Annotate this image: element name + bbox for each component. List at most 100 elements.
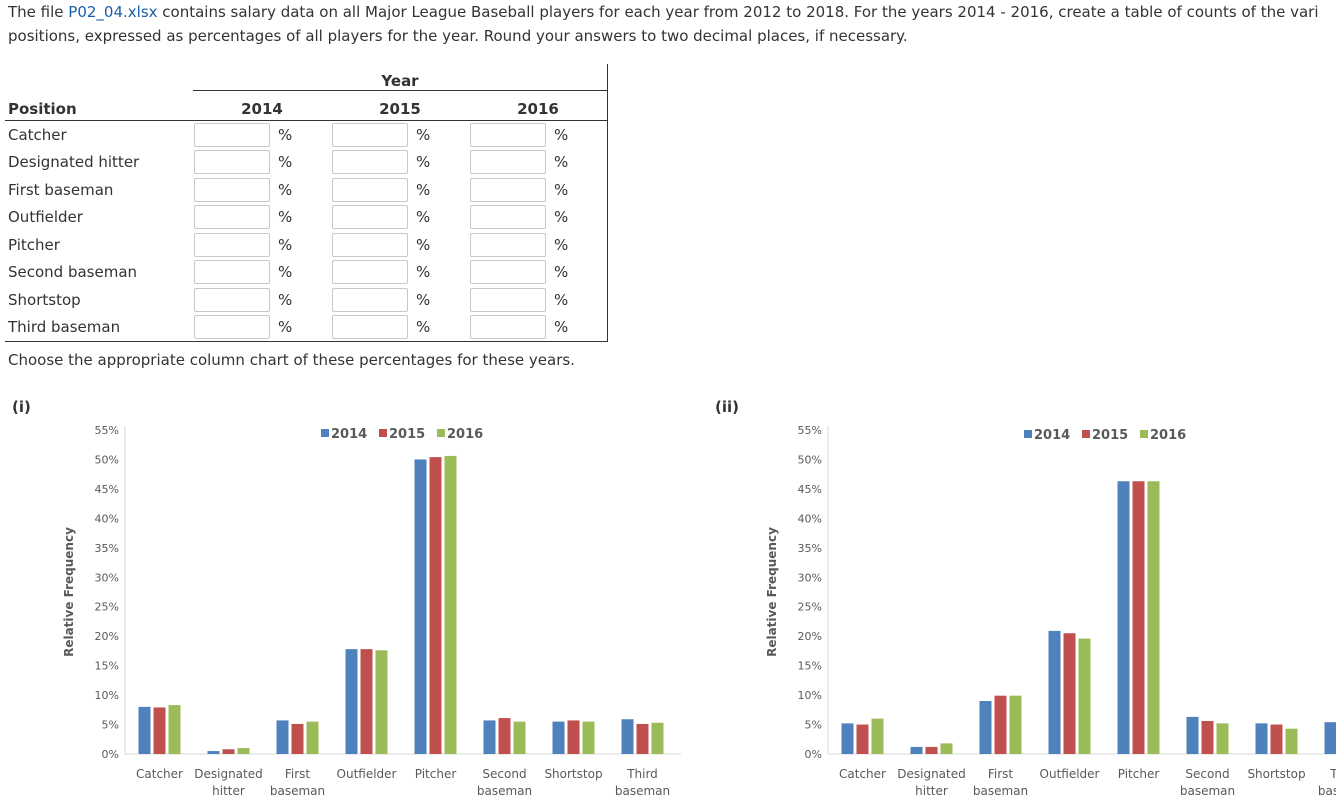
table-row: First baseman%%% [5,176,608,204]
percent-input-2015[interactable] [332,205,408,230]
bar-2016-3 [1078,638,1091,754]
percent-cell: % [469,286,608,314]
percent-sign: % [554,318,569,337]
percent-input-2016[interactable] [470,205,546,230]
percent-input-2015[interactable] [332,177,408,202]
percent-input-2015[interactable] [332,232,408,257]
x-tick-label: Designated [194,767,263,781]
legend-swatch-2016 [1140,430,1148,438]
chart-option-i[interactable]: 0% 5% 10% 15% 20% 25% 30% 35% 40% 45% 50% 55% Relati… [55,420,695,801]
table-row: Third baseman%%% [5,313,608,342]
percent-input-2016[interactable] [470,287,546,312]
x-tick-label: Shortstop [544,767,602,781]
percent-input-2014[interactable] [194,122,270,147]
bar-2014-6 [1255,723,1268,754]
bar-2014-5 [1186,716,1199,754]
percent-sign: % [278,263,293,282]
percent-input-2014[interactable] [194,232,270,257]
percent-cell: % [331,176,469,204]
y-tick-label: 40% [798,512,822,525]
percent-input-2014[interactable] [194,177,270,202]
file-link[interactable]: P02_04.xlsx [68,3,158,21]
y-tick-label: 10% [798,689,822,702]
y-tick-label: 55% [798,424,822,437]
percent-input-2016[interactable] [470,260,546,285]
y-tick-label: 55% [95,424,119,437]
percent-input-2016[interactable] [470,177,546,202]
percent-input-2016[interactable] [470,122,546,147]
percent-cell: % [193,286,331,314]
bar-2016-2 [306,721,319,754]
option-i-label[interactable]: (i) [12,398,31,416]
legend-label: 2016 [447,427,483,442]
chart-option-ii[interactable]: 0% 5% 10% 15% 20% 25% 30% 35% 40% 45% 50% 55% Relati… [758,420,1336,801]
option-ii-label[interactable]: (ii) [715,398,739,416]
legend-label: 2015 [389,427,425,442]
bar-2016-2 [1009,695,1022,754]
bar-2015-4 [429,457,442,754]
legend-label: 2014 [331,427,367,442]
bar-2015-1 [222,749,235,754]
y-tick-label: 45% [798,483,822,496]
position-label: Pitcher [8,235,60,254]
y-tick-label: 40% [95,512,119,525]
percent-sign: % [554,235,569,254]
percent-input-2014[interactable] [194,260,270,285]
bar-2015-2 [291,723,304,754]
bar-2014-1 [910,746,923,754]
percent-sign: % [416,180,431,199]
percent-cell: % [331,231,469,259]
year-col-2016: 2016 [469,90,608,121]
percent-input-2014[interactable] [194,287,270,312]
bar-2016-7 [651,722,664,754]
percent-input-2016[interactable] [470,150,546,175]
bar-2014-4 [1117,481,1130,754]
bar-2015-1 [925,746,938,754]
x-tick-label: Second [1185,767,1229,781]
table-row: Catcher%%% [5,120,608,149]
intro-line-1: The file P02_04.xlsx contains salary dat… [8,3,1319,21]
position-label: Third baseman [5,313,193,342]
percent-input-2016[interactable] [470,232,546,257]
percent-sign: % [554,263,569,282]
x-tick-label: Pitcher [415,767,457,781]
x-tick-label: Catcher [839,767,886,781]
legend-swatch-2015 [379,429,387,437]
percent-input-2015[interactable] [332,122,408,147]
y-tick-label: 5% [102,719,119,732]
percent-sign: % [416,208,431,227]
x-tick-label: Third [1329,767,1336,781]
percent-input-2015[interactable] [332,315,408,340]
y-tick-label: 35% [798,542,822,555]
bar-2016-1 [940,743,953,754]
percent-input-2016[interactable] [470,315,546,340]
percent-cell: % [193,259,331,287]
x-tick-label: Outfielder [1040,767,1100,781]
percent-input-2014[interactable] [194,315,270,340]
position-label: Designated hitter [8,153,140,172]
x-tick-label: baseman [615,784,670,798]
percent-cell: % [193,231,331,259]
percent-input-2014[interactable] [194,150,270,175]
percent-sign: % [278,235,293,254]
bar-2016-5 [1216,723,1229,754]
table-row: Second baseman%%% [5,258,608,287]
chart-question: Choose the appropriate column chart of t… [8,351,575,369]
y-tick-label: 20% [798,630,822,643]
bar-2014-3 [345,649,358,754]
percent-input-2015[interactable] [332,260,408,285]
percent-cell: % [193,149,331,177]
percent-input-2015[interactable] [332,150,408,175]
y-tick-label: 15% [95,660,119,673]
x-tick-label: Outfielder [337,767,397,781]
bar-2015-3 [360,649,373,754]
percent-input-2014[interactable] [194,205,270,230]
bar-2016-6 [582,721,595,754]
percent-sign: % [416,318,431,337]
bar-2014-5 [483,720,496,754]
legend-label: 2014 [1034,428,1070,443]
percent-input-2015[interactable] [332,287,408,312]
percent-cell: % [331,286,469,314]
bar-2014-2 [276,720,289,754]
percent-sign: % [416,290,431,309]
